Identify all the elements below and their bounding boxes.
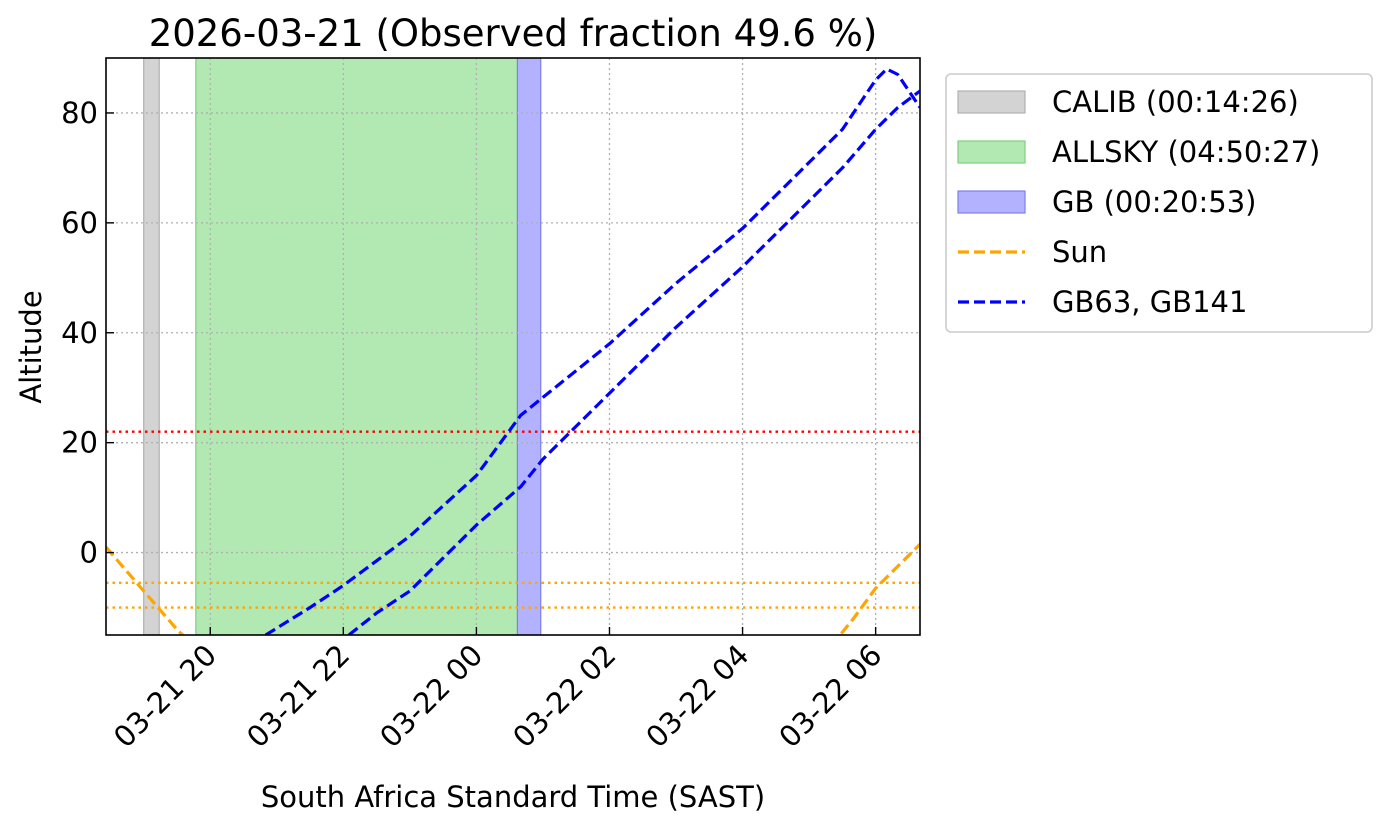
plot-frame bbox=[105, 57, 921, 636]
x-axis-label: South Africa Standard Time (SAST) bbox=[261, 780, 765, 814]
legend-label: GB63, GB141 bbox=[1052, 285, 1247, 319]
observation-spans bbox=[143, 58, 542, 635]
series-line-sun-1 bbox=[106, 546, 185, 635]
chart-title: 2026-03-21 (Observed fraction 49.6 %) bbox=[149, 12, 878, 55]
y-tick-label: 20 bbox=[61, 426, 98, 460]
grid bbox=[106, 58, 920, 635]
span-gb bbox=[516, 58, 542, 635]
series-line-gb-1 bbox=[264, 67, 920, 635]
y-axis: 0 20 40 60 80 bbox=[61, 96, 114, 570]
legend-swatch bbox=[957, 90, 1026, 114]
series-line-sun-2 bbox=[838, 543, 920, 635]
legend-swatch bbox=[957, 140, 1026, 164]
threshold-lines bbox=[106, 430, 920, 609]
x-tick-label: 03-22 04 bbox=[639, 638, 755, 754]
series-lines bbox=[106, 67, 920, 635]
legend-label: ALLSKY (04:50:27) bbox=[1052, 135, 1320, 169]
x-tick-label: 03-22 06 bbox=[772, 638, 888, 754]
legend-swatch bbox=[957, 190, 1026, 214]
legend-label: CALIB (00:14:26) bbox=[1052, 85, 1299, 119]
x-axis: 03-21 20 03-21 22 03-22 00 03-22 02 03-22 04… bbox=[107, 627, 889, 754]
legend: CALIB (00:14:26) ALLSKY (04:50:27) GB (00:… bbox=[945, 73, 1373, 333]
y-tick-label: 60 bbox=[61, 206, 98, 240]
x-tick-label: 03-22 02 bbox=[506, 638, 622, 754]
legend-label: GB (00:20:53) bbox=[1052, 185, 1256, 219]
series-line-gb-2 bbox=[347, 89, 920, 635]
y-tick-label: 0 bbox=[80, 536, 98, 570]
x-tick-label: 03-21 20 bbox=[107, 638, 223, 754]
y-axis-label: Altitude bbox=[14, 290, 48, 403]
legend-label: Sun bbox=[1052, 235, 1107, 269]
y-tick-label: 40 bbox=[61, 316, 98, 350]
span-calib bbox=[143, 58, 160, 635]
legend-box bbox=[945, 73, 1373, 333]
x-tick-label: 03-22 00 bbox=[373, 638, 489, 754]
span-allsky bbox=[195, 58, 519, 635]
y-tick-label: 80 bbox=[61, 96, 98, 130]
x-tick-label: 03-21 22 bbox=[240, 638, 356, 754]
